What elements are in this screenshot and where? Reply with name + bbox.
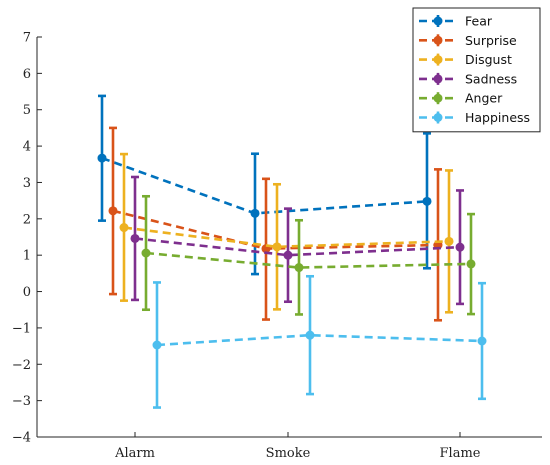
y-tick-label: 5 [23, 103, 31, 118]
y-tick-label: 2 [23, 212, 31, 227]
legend-entry-surprise: Surprise [419, 33, 517, 48]
y-tick-label: 4 [23, 140, 31, 155]
data-point [455, 242, 465, 252]
data-point [466, 259, 476, 269]
legend-swatch-marker [433, 35, 443, 45]
legend-swatch-marker [433, 16, 443, 26]
data-point [444, 236, 454, 246]
legend-box [412, 7, 541, 133]
data-point [422, 196, 432, 206]
data-point [119, 223, 129, 233]
legend-label: Fear [465, 14, 493, 29]
series-sadness [130, 175, 465, 306]
legend-swatch-marker [433, 113, 443, 122]
data-point [283, 250, 293, 260]
x-tick-label: Alarm [114, 446, 155, 461]
legend: Fear Surprise Disgust Sadness Anger Happiness [412, 7, 541, 133]
y-tick-label: 1 [23, 249, 31, 264]
y-tick-label: 3 [23, 176, 31, 191]
legend-entry-happiness: Happiness [419, 110, 530, 125]
data-point [250, 208, 260, 218]
series-happiness [152, 274, 487, 409]
data-point [272, 242, 282, 252]
series-layer [97, 94, 487, 409]
data-point [152, 340, 162, 350]
legend-entry-disgust: Disgust [419, 52, 512, 67]
legend-swatch-marker [433, 93, 443, 103]
legend-entry-fear: Fear [419, 14, 493, 29]
legend-entry-anger: Anger [419, 91, 503, 106]
y-tick-label: 6 [23, 67, 31, 82]
legend-swatch-marker [433, 55, 443, 65]
data-point [305, 330, 315, 340]
x-tick-label: Flame [440, 446, 481, 461]
legend-label: Anger [465, 91, 503, 106]
legend-label: Disgust [465, 52, 512, 67]
legend-label: Surprise [465, 33, 517, 48]
y-tick-label: −4 [12, 431, 31, 446]
series-fear [97, 94, 432, 276]
y-tick-label: 0 [23, 285, 31, 300]
data-point [130, 233, 140, 243]
data-point [97, 153, 107, 163]
axes: −4 −3 −2 −1 0 1 2 3 4 5 6 7 Alarm Smoke Flame [12, 31, 542, 461]
data-point [141, 248, 151, 258]
y-tick-label: −3 [12, 394, 31, 409]
y-tick-label: −2 [12, 358, 31, 373]
legend-label: Happiness [465, 110, 530, 125]
data-point [477, 336, 487, 346]
y-tick-label: −1 [12, 321, 31, 336]
x-tick-label: Smoke [266, 446, 311, 461]
legend-entry-sadness: Sadness [419, 71, 517, 86]
data-point [294, 263, 304, 273]
series-anger [141, 194, 476, 316]
legend-label: Sadness [465, 71, 517, 86]
series-surprise [108, 126, 443, 322]
series-disgust [119, 152, 454, 314]
data-point [108, 206, 118, 216]
y-tick-label: 7 [23, 31, 31, 46]
legend-swatch-marker [433, 74, 443, 84]
